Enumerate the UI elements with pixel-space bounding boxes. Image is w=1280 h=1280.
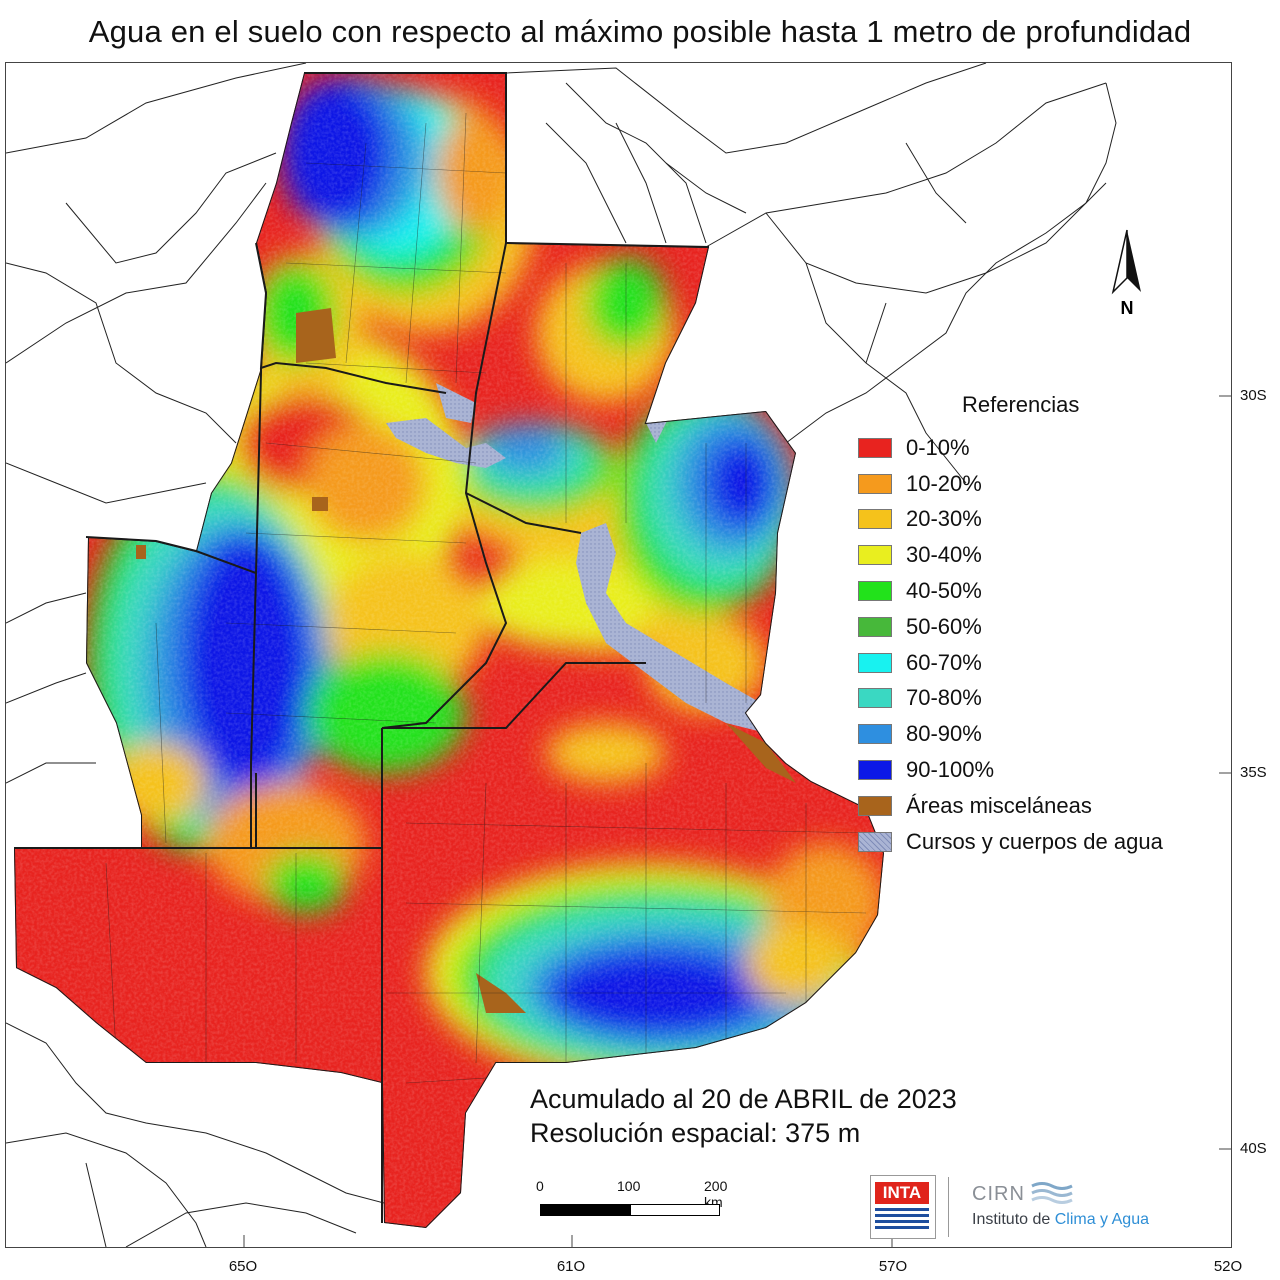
- legend-item: 50-60%: [858, 609, 1163, 645]
- legend-label: 50-60%: [906, 613, 982, 639]
- lon-label-52o: 52O: [1213, 1258, 1243, 1275]
- legend-label: 60-70%: [906, 649, 982, 675]
- logo-divider: [948, 1177, 949, 1237]
- legend-swatch: [858, 831, 892, 852]
- lon-label-61o: 61O: [556, 1258, 586, 1275]
- legend-item: 90-100%: [858, 752, 1163, 788]
- scale-segment-white: [630, 1204, 720, 1216]
- legend-item: 0-10%: [858, 430, 1163, 466]
- north-label: N: [1121, 298, 1134, 318]
- legend-label: 20-30%: [906, 506, 982, 532]
- legend-title: Referencias: [962, 392, 1080, 417]
- accumulated-date: Acumulado al 20 de ABRIL de 2023: [530, 1084, 957, 1114]
- outside-boundaries: [6, 63, 1117, 1247]
- lat-label-35s: 35S: [1240, 764, 1267, 781]
- map-area[interactable]: [5, 62, 1232, 1248]
- institute-accent: Clima y Agua: [1054, 1211, 1149, 1228]
- lon-label-57o: 57O: [878, 1258, 908, 1275]
- legend-swatch: [858, 473, 892, 494]
- legend-label: Áreas misceláneas: [906, 792, 1092, 818]
- north-arrow-icon: N: [1111, 229, 1141, 318]
- inta-stripes-icon: [875, 1208, 929, 1232]
- legend-label: Cursos y cuerpos de agua: [906, 828, 1163, 854]
- legend-label: 40-50%: [906, 578, 982, 604]
- legend-swatch: [858, 724, 892, 745]
- legend-swatch: [858, 795, 892, 816]
- logos: INTA CIRN Instituto de Clima y Agua: [870, 1175, 1200, 1241]
- legend-label: 80-90%: [906, 721, 982, 747]
- legend-swatch: [858, 545, 892, 566]
- province-boundaries: [14, 72, 884, 1228]
- lon-label-65o: 65O: [228, 1258, 258, 1275]
- scale-segment-black: [540, 1204, 630, 1216]
- institute-name: Instituto de Clima y Agua: [972, 1211, 1149, 1229]
- legend-label: 0-10%: [906, 434, 970, 460]
- legend-label: 90-100%: [906, 757, 995, 783]
- legend-swatch: [858, 760, 892, 781]
- cirn-logo-text: CIRN: [972, 1183, 1025, 1205]
- cirn-waves-icon: [1031, 1182, 1073, 1204]
- legend-item: 10-20%: [858, 466, 1163, 502]
- legend-item: Áreas misceláneas: [858, 788, 1163, 824]
- legend-label: 30-40%: [906, 542, 982, 568]
- institute-prefix: Instituto de: [972, 1211, 1055, 1228]
- legend-swatch: [858, 688, 892, 709]
- map-title: Agua en el suelo con respecto al máximo …: [88, 14, 1192, 49]
- legend-rows: 0-10% 10-20% 20-30% 30-40% 40-50% 50-60% 60-70…: [858, 430, 1163, 860]
- legend-item: 40-50%: [858, 573, 1163, 609]
- legend-item: 30-40%: [858, 537, 1163, 573]
- legend-label: 10-20%: [906, 470, 982, 496]
- legend: Referencias 0-10% 10-20% 20-30% 30-40% 40-50…: [858, 392, 1163, 860]
- legend-swatch: [858, 652, 892, 673]
- lat-label-40s: 40S: [1240, 1140, 1267, 1157]
- inta-logo: INTA: [870, 1175, 936, 1239]
- legend-item: Cursos y cuerpos de agua: [858, 824, 1163, 860]
- legend-item: 60-70%: [858, 645, 1163, 681]
- legend-swatch: [858, 437, 892, 458]
- soil-water-map: [6, 63, 1231, 1247]
- legend-item: 70-80%: [858, 681, 1163, 717]
- legend-item: 80-90%: [858, 716, 1163, 752]
- lat-label-30s: 30S: [1240, 387, 1267, 404]
- scale-label-100: 100: [617, 1178, 641, 1194]
- info-block: Acumulado al 20 de ABRIL de 2023 Resoluc…: [530, 1082, 957, 1150]
- scale-label-0: 0: [536, 1178, 544, 1194]
- inta-logo-text: INTA: [875, 1182, 929, 1204]
- legend-swatch: [858, 616, 892, 637]
- spatial-resolution: Resolución espacial: 375 m: [530, 1118, 861, 1148]
- legend-item: 20-30%: [858, 502, 1163, 538]
- legend-swatch: [858, 581, 892, 602]
- legend-swatch: [858, 509, 892, 530]
- legend-label: 70-80%: [906, 685, 982, 711]
- scale-bar: 0 100 200 km: [530, 1178, 730, 1222]
